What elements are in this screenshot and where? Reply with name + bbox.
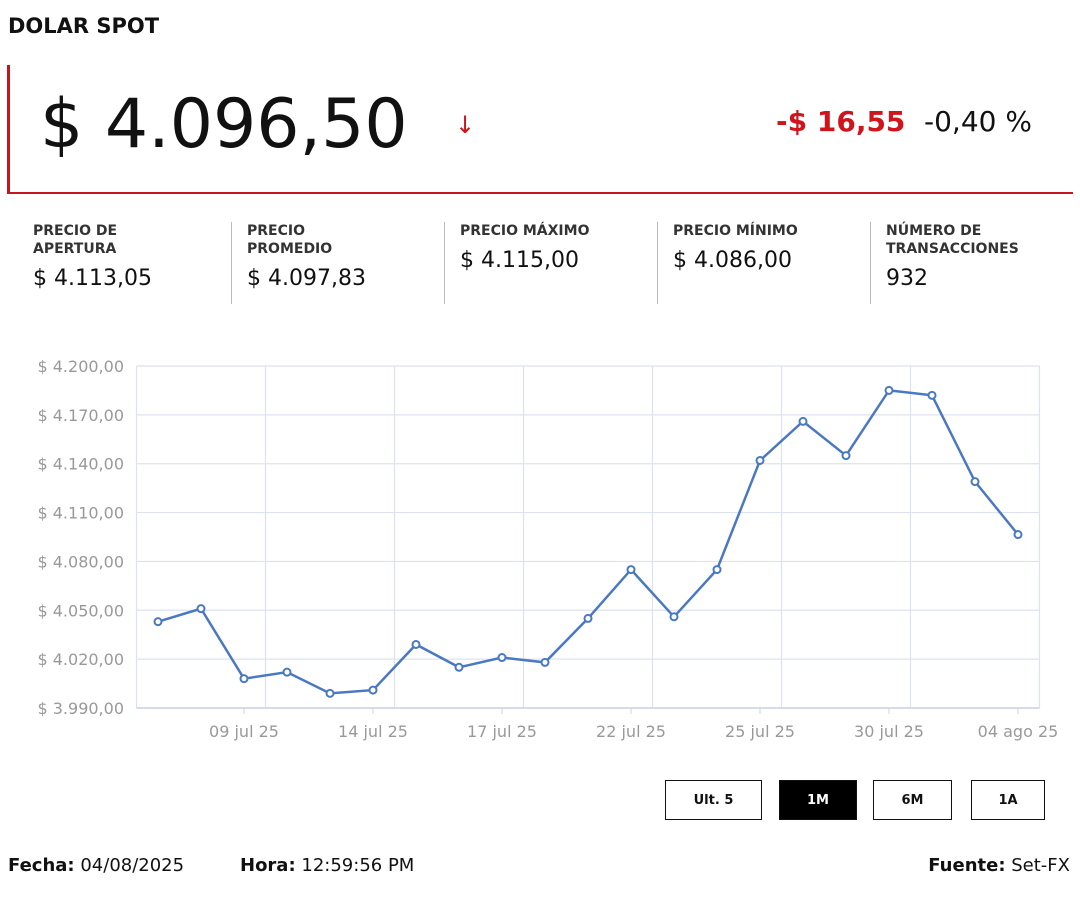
stat: PRECIO PROMEDIO $ 4.097,83: [231, 222, 442, 304]
stat-label-line: PROMEDIO: [247, 241, 333, 257]
time-label: Hora:: [240, 855, 296, 876]
y-tick-label: $ 4.020,00: [37, 650, 124, 669]
stat: NÚMERO DE TRANSACCIONES 932: [870, 222, 1080, 304]
point: [282, 667, 292, 677]
x-tick-label: 09 jul 25: [209, 722, 279, 741]
point: [325, 688, 335, 698]
point: [368, 685, 378, 695]
x-tick-label: 22 jul 25: [596, 722, 666, 741]
point: [712, 565, 722, 575]
title: DOLAR SPOT: [8, 14, 160, 38]
stat: PRECIO MÁXIMO $ 4.115,00: [444, 222, 655, 304]
point: [497, 653, 507, 663]
point: [583, 613, 593, 623]
stat-value: $ 4.086,00: [673, 248, 792, 273]
stat-label: PRECIO DE APERTURA: [33, 222, 228, 258]
change: -$ 16,55: [776, 105, 906, 138]
stat-value: $ 4.097,83: [247, 266, 366, 291]
price-box: $ 4.096,50 ↓ -$ 16,55 -0,40 %: [7, 65, 1073, 194]
point: [798, 416, 808, 426]
date-label: Fecha:: [8, 855, 75, 876]
y-tick-label: $ 3.990,00: [37, 699, 124, 718]
down-arrow: ↓: [455, 111, 476, 139]
stat-label-line: PRECIO MÍNIMO: [673, 223, 798, 239]
point: [540, 657, 550, 667]
stat: PRECIO MÍNIMO $ 4.086,00: [657, 222, 868, 304]
stat-label-line: PRECIO: [247, 223, 305, 239]
y-tick-label: $ 4.110,00: [37, 504, 124, 523]
point: [755, 455, 765, 465]
point: [970, 477, 980, 487]
stat-label-line: APERTURA: [33, 241, 117, 257]
stat-label-line: TRANSACCIONES: [886, 241, 1019, 257]
point: [454, 662, 464, 672]
price: $ 4.096,50: [40, 85, 408, 164]
stat: PRECIO DE APERTURA $ 4.113,05: [18, 222, 228, 304]
point: [1013, 530, 1023, 540]
point: [626, 565, 636, 575]
stat-value: $ 4.115,00: [460, 248, 579, 273]
stat-label: NÚMERO DE TRANSACCIONES: [886, 222, 1080, 258]
y-tick-label: $ 4.080,00: [37, 552, 124, 571]
y-tick-label: $ 4.140,00: [37, 455, 124, 474]
time-value: 12:59:56 PM: [301, 855, 415, 876]
point: [927, 390, 937, 400]
stat-value: 932: [886, 266, 928, 291]
range-button[interactable]: 6M: [873, 780, 952, 820]
range-button[interactable]: Ult. 5: [665, 780, 762, 820]
stat-label: PRECIO MÁXIMO: [460, 222, 655, 240]
x-tick-label: 04 ago 25: [978, 722, 1059, 741]
stat-label-line: NÚMERO DE: [886, 223, 982, 239]
source-value: Set-FX: [1011, 855, 1070, 876]
point: [153, 617, 163, 627]
stat-label-line: PRECIO DE: [33, 223, 118, 239]
point: [196, 604, 206, 614]
point: [411, 639, 421, 649]
y-tick-label: $ 4.200,00: [37, 357, 124, 376]
date: Fecha: 04/08/2025: [8, 855, 184, 876]
point: [841, 451, 851, 461]
point: [669, 612, 679, 622]
stat-label-line: PRECIO MÁXIMO: [460, 223, 590, 239]
y-tick-label: $ 4.170,00: [37, 406, 124, 425]
x-tick-label: 30 jul 25: [854, 722, 924, 741]
source-label: Fuente:: [928, 855, 1006, 876]
time: Hora: 12:59:56 PM: [240, 855, 414, 876]
stat-label: PRECIO PROMEDIO: [247, 222, 442, 258]
stat-value: $ 4.113,05: [33, 266, 152, 291]
x-tick-label: 25 jul 25: [725, 722, 795, 741]
point: [884, 385, 894, 395]
x-tick-label: 14 jul 25: [338, 722, 408, 741]
source: Fuente: Set-FX: [928, 855, 1070, 876]
y-tick-label: $ 4.050,00: [37, 601, 124, 620]
stat-label: PRECIO MÍNIMO: [673, 222, 868, 240]
date-value: 04/08/2025: [80, 855, 185, 876]
point: [239, 674, 249, 684]
range-button[interactable]: 1M: [779, 780, 857, 820]
x-tick-label: 17 jul 25: [467, 722, 537, 741]
change-percent: -0,40 %: [924, 105, 1032, 138]
line: [157, 389, 1019, 695]
chart: $ 3.990,00 $ 4.020,00 $ 4.050,00 $ 4.080,00…: [37, 357, 1059, 741]
range-button[interactable]: 1A: [971, 780, 1045, 820]
